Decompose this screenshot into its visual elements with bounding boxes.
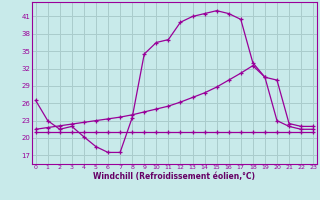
- X-axis label: Windchill (Refroidissement éolien,°C): Windchill (Refroidissement éolien,°C): [93, 172, 255, 181]
